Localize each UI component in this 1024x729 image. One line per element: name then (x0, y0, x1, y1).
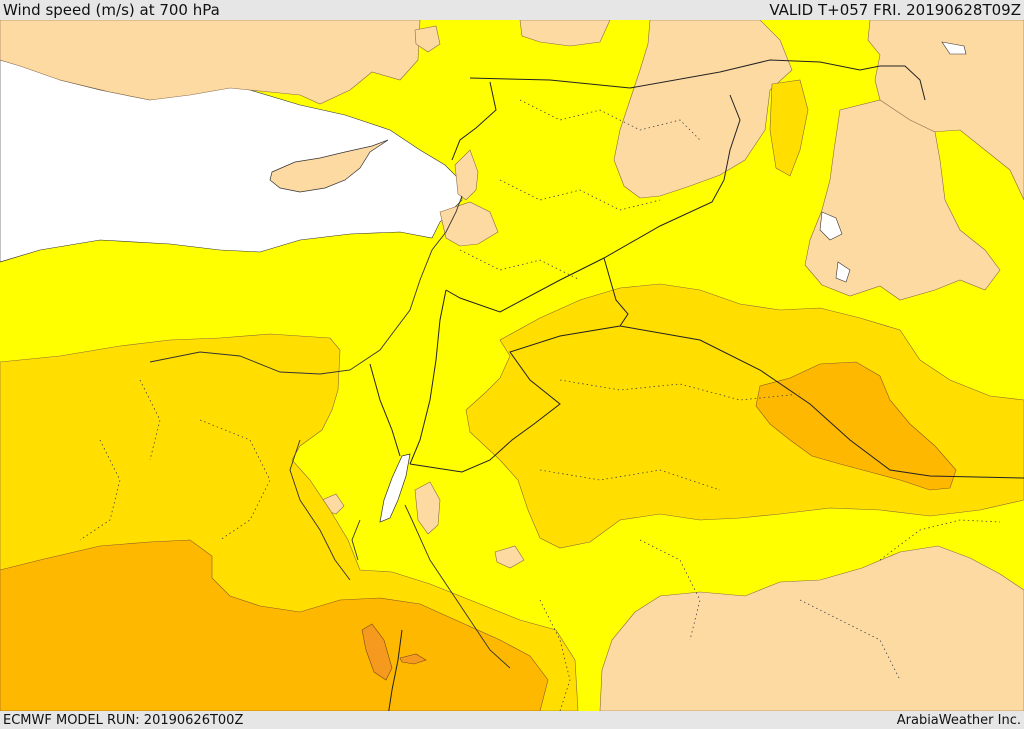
band-highest-regions (361, 623, 427, 681)
wind-speed-map[interactable] (0, 20, 1024, 711)
lakes (819, 41, 967, 283)
province-lines (79, 99, 1001, 711)
band-lowest-regions (0, 20, 1024, 711)
header-bar: Wind speed (m/s) at 700 hPa VALID T+057 … (0, 0, 1024, 20)
model-run: ECMWF MODEL RUN: 20190626T00Z (3, 712, 244, 728)
valid-time: VALID T+057 FRI. 20190628T09Z (769, 1, 1021, 19)
cyprus-island (269, 139, 389, 193)
dead-sea (379, 453, 411, 523)
coastlines (149, 195, 511, 669)
footer-bar: ECMWF MODEL RUN: 20190626T00Z ArabiaWeat… (0, 711, 1024, 729)
map-title: Wind speed (m/s) at 700 hPa (3, 1, 220, 19)
band-high-regions (0, 361, 957, 711)
credit: ArabiaWeather Inc. (896, 712, 1021, 728)
country-borders (369, 59, 1024, 711)
